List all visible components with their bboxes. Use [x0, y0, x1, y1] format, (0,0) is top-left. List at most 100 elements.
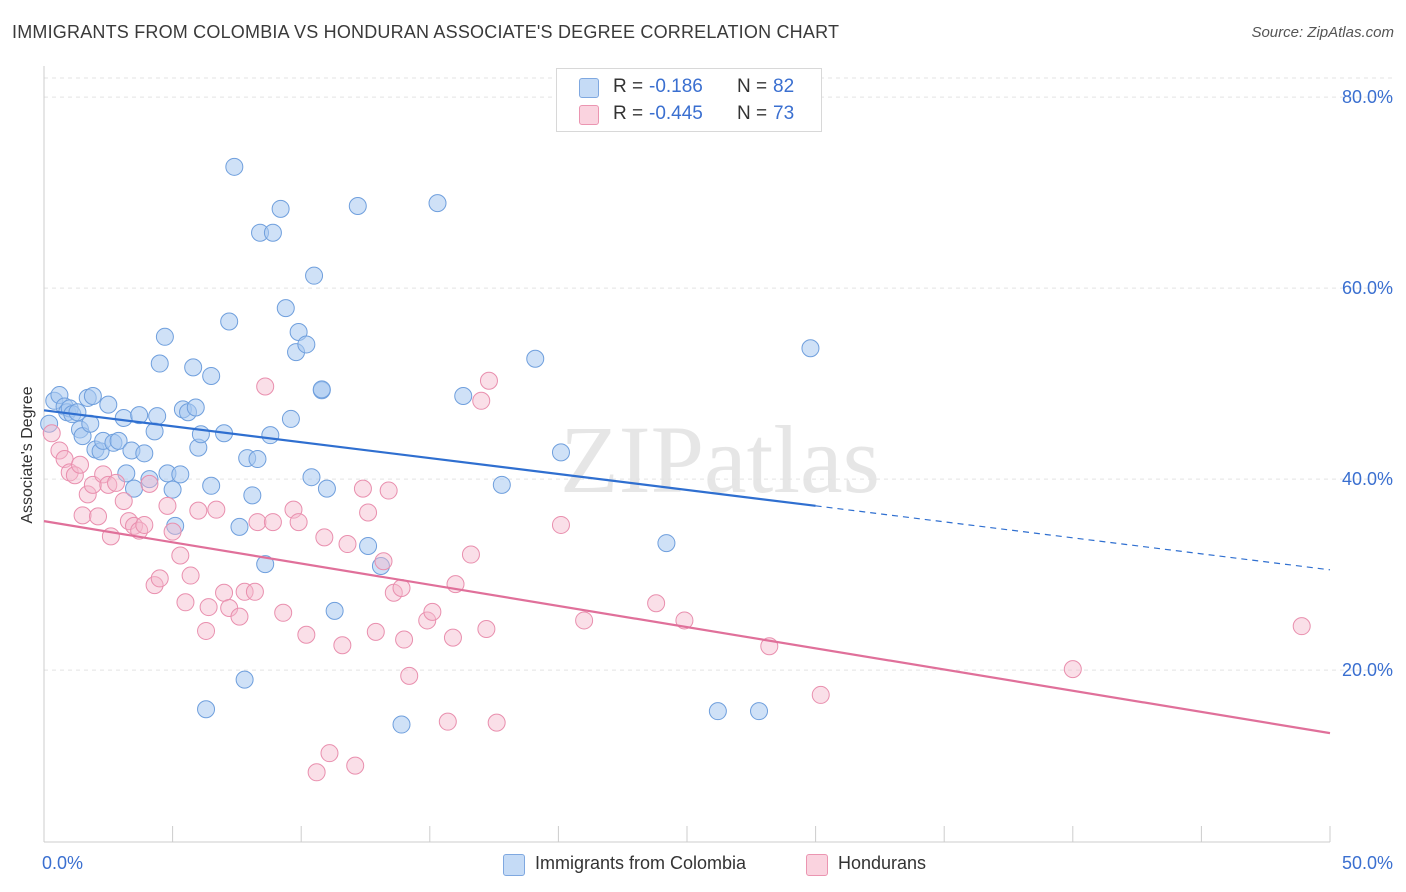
n-label: N = [737, 103, 768, 124]
data-point [202, 366, 221, 385]
x-tick-labels: 0.0% 50.0% [42, 853, 1393, 873]
colombia-trend-line [43, 409, 816, 507]
data-point [657, 534, 676, 553]
data-point [359, 503, 378, 522]
legend-swatch-honduran [806, 854, 828, 876]
data-point [73, 506, 92, 525]
data-point [708, 702, 727, 721]
data-point [163, 480, 182, 499]
source-label: Source: ZipAtlas.com [1251, 24, 1394, 41]
legend-swatch-colombia [503, 854, 525, 876]
data-point [235, 670, 254, 689]
data-point [346, 756, 365, 775]
r-label: R = [613, 103, 644, 124]
n-label: N = [737, 76, 768, 97]
data-point [647, 594, 666, 613]
data-point [366, 622, 385, 641]
data-point [271, 199, 290, 218]
y-tick-labels: 20.0% 40.0% 60.0% 80.0% [1342, 87, 1393, 680]
data-point [428, 194, 447, 213]
data-point [395, 630, 414, 649]
data-point [1292, 617, 1311, 636]
y-tick-label: 40.0% [1342, 469, 1393, 489]
data-point [109, 431, 128, 450]
honduran-trend-line [43, 520, 1331, 735]
r-label: R = [613, 76, 644, 97]
data-point [551, 443, 570, 462]
data-point [68, 403, 87, 422]
data-point [307, 763, 326, 782]
data-point [215, 583, 234, 602]
data-point [1063, 660, 1082, 679]
data-point [171, 465, 190, 484]
data-point [230, 517, 249, 536]
data-point [243, 486, 262, 505]
data-point [801, 339, 820, 358]
gridlines [44, 77, 1394, 671]
data-point [99, 395, 118, 414]
data-point [78, 485, 97, 504]
data-point [150, 569, 169, 588]
data-point [65, 466, 84, 485]
data-point [114, 492, 133, 511]
colombia-trend-extension [815, 505, 1331, 571]
data-point [297, 625, 316, 644]
data-point [418, 611, 437, 630]
y-tick-label: 60.0% [1342, 278, 1393, 298]
data-point [225, 157, 244, 176]
data-point [155, 327, 174, 346]
data-point [274, 603, 293, 622]
data-point [42, 424, 61, 443]
data-point [302, 468, 321, 487]
x-tick-label: 50.0% [1342, 853, 1393, 873]
data-point [245, 582, 264, 601]
data-point [207, 500, 226, 519]
data-point [148, 407, 167, 426]
data-point [297, 335, 316, 354]
stats-box: R = -0.186 N = 82 R = -0.445 N = 73 [556, 68, 822, 132]
data-point [94, 465, 113, 484]
data-point [114, 408, 133, 427]
data-point [230, 607, 249, 626]
data-point [811, 685, 830, 704]
data-point [181, 566, 200, 585]
data-point [477, 620, 496, 639]
data-point [312, 380, 331, 399]
data-point [158, 496, 177, 515]
data-point [50, 441, 69, 460]
legend-label: Hondurans [838, 853, 927, 873]
data-point [263, 513, 282, 532]
data-point [281, 409, 300, 428]
data-point [371, 557, 390, 576]
data-point [359, 536, 378, 555]
data-point [197, 700, 216, 719]
data-point [526, 349, 545, 368]
data-point [438, 712, 457, 731]
data-point [353, 479, 372, 498]
data-point [140, 470, 159, 489]
data-point [479, 371, 498, 390]
y-tick-label: 20.0% [1342, 660, 1393, 680]
colombia-points [40, 157, 820, 734]
data-point [675, 611, 694, 630]
data-point [186, 398, 205, 417]
data-point [107, 473, 126, 492]
data-point [71, 455, 90, 474]
data-point [461, 545, 480, 564]
data-point [135, 515, 154, 534]
data-point [575, 611, 594, 630]
data-point [248, 513, 267, 532]
legend-label: Immigrants from Colombia [535, 853, 747, 873]
x-tick-label: 0.0% [42, 853, 83, 873]
data-point [443, 628, 462, 647]
axes [43, 66, 1331, 843]
data-point [140, 474, 159, 493]
data-point [135, 444, 154, 463]
data-point [400, 666, 419, 685]
data-point [171, 546, 190, 565]
data-point [256, 377, 275, 396]
stats-swatch-honduran [579, 105, 599, 125]
honduran-points [42, 371, 1311, 782]
data-point [248, 450, 267, 469]
